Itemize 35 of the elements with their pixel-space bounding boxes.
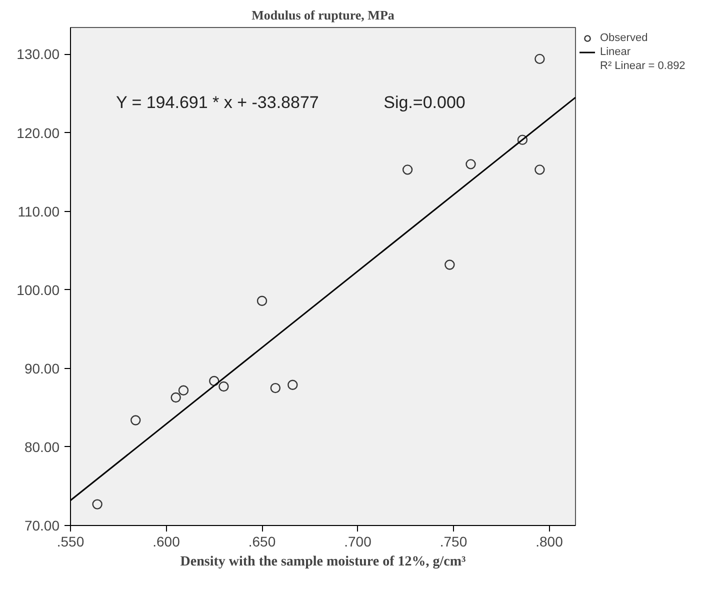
point (466, 159, 476, 170)
y-tick-label: 130.00 (16, 46, 60, 62)
point (402, 164, 413, 175)
point (256, 296, 268, 306)
chart-title: Modulus of rupture, MPa (252, 8, 395, 22)
annotation: Sig.=0.000 (384, 93, 466, 112)
x-tick-label: .550 (56, 534, 84, 550)
point (209, 376, 220, 386)
x-tick-label: .650 (248, 534, 276, 550)
point (534, 54, 545, 64)
y-tick-label: 70.00 (24, 518, 60, 534)
x-tick-label: .700 (344, 534, 372, 550)
y-tick-label: 120.00 (16, 124, 60, 141)
point (92, 499, 102, 510)
point (534, 164, 545, 175)
y-tick-label: 90.00 (24, 360, 60, 376)
point (288, 380, 298, 390)
point (444, 260, 455, 270)
point (517, 134, 528, 145)
point (270, 382, 281, 394)
y-tick-label: 100.00 (16, 282, 60, 298)
y-tick-label: 110.00 (18, 203, 60, 220)
x-tick-label: .600 (152, 534, 180, 550)
x-tick-label: .800 (536, 534, 564, 550)
point (170, 392, 181, 403)
point (178, 385, 189, 396)
annotation: Y = 194.691 * x + -33.8877 (116, 93, 319, 112)
x-tick-label: .750 (440, 534, 468, 550)
y-tick-label: 80.00 (24, 438, 60, 455)
text: R² Linear = 0.892 (600, 59, 686, 73)
point (130, 415, 141, 426)
legend-label: Linear (600, 45, 631, 59)
point (218, 381, 229, 392)
x-axis-title: Density with the sample moisture of 12%, g/cm³ (180, 554, 466, 570)
legend-label: Observed (600, 31, 648, 45)
